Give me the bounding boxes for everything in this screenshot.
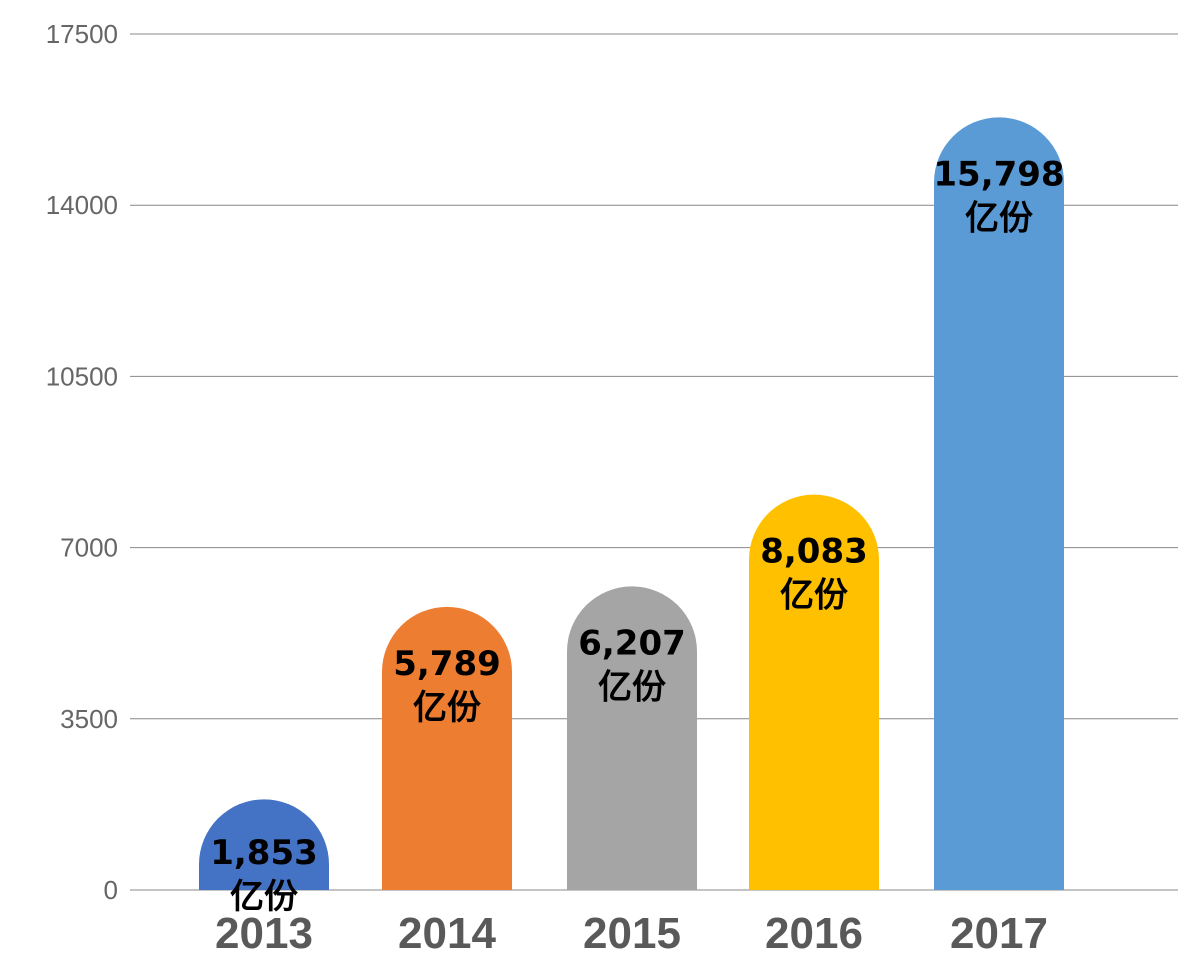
y-tick-label: 0 <box>104 875 118 905</box>
data-label-unit: 亿份 <box>965 198 1033 238</box>
bars <box>199 117 1064 890</box>
x-tick-label: 2015 <box>583 909 681 958</box>
y-tick-label: 3500 <box>60 704 118 734</box>
y-tick-label: 14000 <box>46 190 118 220</box>
data-label-unit: 亿份 <box>230 877 298 917</box>
bar-2014 <box>382 606 512 890</box>
bar-2015 <box>567 586 697 890</box>
x-tick-label: 2017 <box>950 909 1048 958</box>
data-label-value: 5,789 <box>393 644 501 684</box>
y-axis-ticks: 0 3500 7000 10500 14000 17500 <box>46 19 118 905</box>
data-label-unit: 亿份 <box>780 576 848 616</box>
bar-2013 <box>199 799 329 890</box>
data-label-value: 8,083 <box>760 532 868 572</box>
x-tick-label: 2014 <box>398 909 496 958</box>
data-label-value: 1,853 <box>210 833 318 873</box>
data-label-value: 15,798 <box>933 154 1064 194</box>
data-label-value: 6,207 <box>578 623 686 663</box>
x-tick-label: 2013 <box>215 909 313 958</box>
y-tick-label: 10500 <box>46 361 118 391</box>
x-axis-ticks: 2013 2014 2015 2016 2017 <box>215 909 1048 958</box>
y-tick-label: 7000 <box>60 533 118 563</box>
data-label-unit: 亿份 <box>598 667 666 707</box>
data-label-unit: 亿份 <box>413 688 481 728</box>
bar-2016 <box>749 494 879 890</box>
y-tick-label: 17500 <box>46 19 118 49</box>
x-tick-label: 2016 <box>765 909 863 958</box>
bar-2017 <box>934 117 1064 890</box>
